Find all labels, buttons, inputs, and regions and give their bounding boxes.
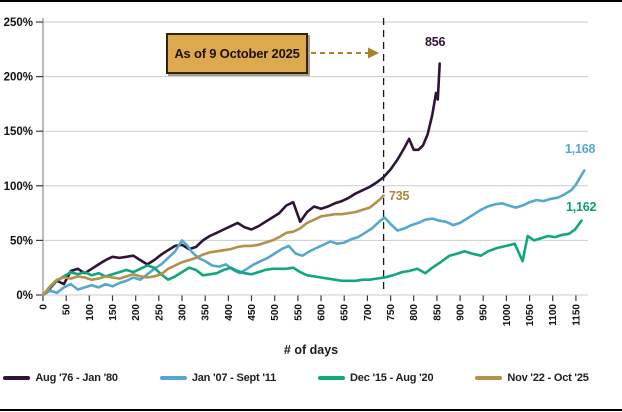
svg-text:500: 500	[270, 304, 281, 321]
svg-text:50%: 50%	[10, 235, 33, 247]
svg-text:200: 200	[131, 304, 142, 321]
svg-text:250: 250	[154, 304, 165, 321]
svg-text:900: 900	[456, 304, 467, 321]
svg-text:50: 50	[62, 304, 73, 316]
legend-swatch-gold	[475, 375, 503, 381]
svg-text:950: 950	[479, 304, 490, 321]
svg-text:0: 0	[39, 304, 50, 310]
legend-label: Nov '22 - Oct '25	[507, 372, 589, 384]
svg-text:550: 550	[293, 304, 304, 321]
end-label-nov22: 735	[389, 189, 410, 203]
svg-text:1100: 1100	[548, 304, 559, 326]
x-axis-title: # of days	[283, 343, 339, 357]
svg-text:600: 600	[317, 304, 328, 321]
legend-item-dec15: Dec '15 - Aug '20	[318, 372, 434, 384]
chart-legend: Aug '76 - Jan '80 Jan '07 - Sept '11 Dec…	[0, 372, 592, 384]
end-label-dec15: 1,162	[566, 200, 597, 214]
top-border-line	[0, 0, 622, 2]
svg-text:1050: 1050	[525, 304, 536, 327]
legend-item-aug76: Aug '76 - Jan '80	[3, 372, 118, 384]
svg-text:250%: 250%	[4, 17, 33, 29]
svg-text:450: 450	[247, 304, 258, 321]
svg-text:750: 750	[386, 304, 397, 321]
svg-text:400: 400	[224, 304, 235, 321]
svg-text:150: 150	[108, 304, 119, 321]
svg-text:100%: 100%	[4, 181, 33, 193]
svg-text:650: 650	[340, 304, 351, 321]
as-of-annotation-label: As of 9 October 2025	[174, 46, 300, 61]
legend-swatch-purple	[3, 375, 31, 381]
legend-swatch-green	[318, 375, 346, 381]
svg-text:100: 100	[85, 304, 96, 321]
svg-text:1150: 1150	[571, 304, 582, 326]
svg-text:1000: 1000	[502, 304, 513, 327]
svg-text:350: 350	[201, 304, 212, 321]
legend-label: Dec '15 - Aug '20	[350, 372, 434, 384]
as-of-annotation-box: As of 9 October 2025	[166, 33, 308, 74]
svg-text:300: 300	[178, 304, 189, 321]
end-label-jan07: 1,168	[565, 142, 596, 156]
svg-text:0%: 0%	[16, 290, 33, 302]
svg-text:700: 700	[363, 304, 374, 321]
legend-label: Aug '76 - Jan '80	[35, 372, 118, 384]
legend-item-nov22: Nov '22 - Oct '25	[475, 372, 589, 384]
legend-swatch-blue	[159, 375, 187, 381]
svg-text:800: 800	[409, 304, 420, 321]
svg-text:150%: 150%	[4, 126, 33, 138]
end-label-aug76: 856	[425, 35, 446, 49]
svg-text:850: 850	[432, 304, 443, 321]
legend-item-jan07: Jan '07 - Sept '11	[159, 372, 277, 384]
svg-text:200%: 200%	[4, 72, 33, 84]
legend-label: Jan '07 - Sept '11	[191, 372, 277, 384]
bottom-border-line	[0, 409, 622, 411]
